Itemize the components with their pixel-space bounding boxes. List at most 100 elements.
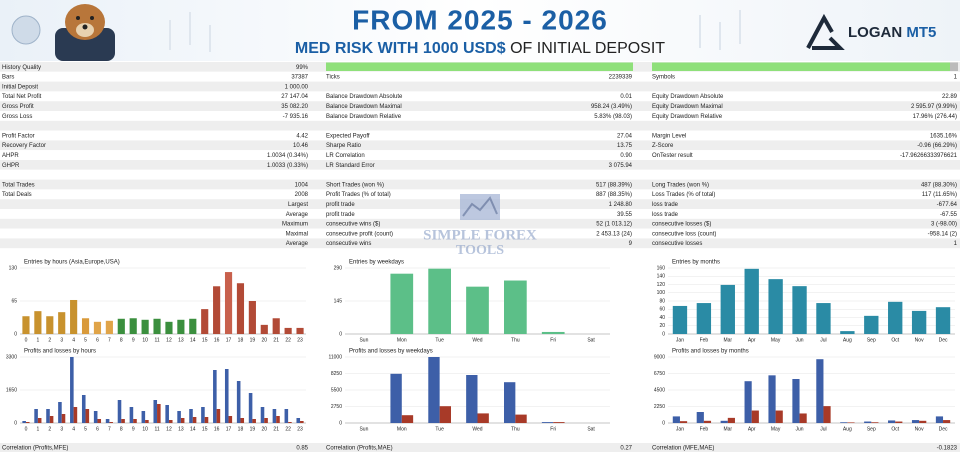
y-tick-label: 0 [14, 420, 17, 426]
x-tick-label: 0 [25, 426, 28, 432]
x-tick-label: 11 [154, 337, 159, 343]
bar [871, 422, 879, 423]
bar [679, 421, 688, 423]
bar [105, 320, 113, 334]
stat-label: consecutive wins [326, 241, 371, 247]
header-decor [169, 10, 741, 52]
y-tick-label: 0 [662, 331, 665, 337]
stat-value: 1.0034 (0.34%) [267, 153, 308, 159]
stat-value: 99% [296, 65, 309, 71]
stat-label: Balance Drawdown Absolute [326, 94, 403, 100]
header-bg [0, 0, 960, 61]
x-tick-label: Oct [891, 337, 899, 343]
stat-value: 1004 [295, 182, 309, 188]
stat-value: Average [286, 212, 309, 218]
bar [672, 416, 680, 423]
stat-value: 1 [954, 75, 958, 81]
x-tick-label: 2 [48, 337, 51, 343]
stat-label: profit trade [326, 202, 355, 208]
x-tick-label: 22 [285, 426, 291, 432]
x-tick-label: Thu [511, 426, 520, 432]
bar [61, 414, 66, 423]
x-tick-label: 14 [190, 337, 196, 343]
row-bg [0, 179, 960, 190]
bar [93, 411, 98, 423]
stat-value: 2 595.97 (9.99%) [911, 104, 957, 110]
x-tick-label: 10 [142, 337, 148, 343]
bar [121, 419, 125, 423]
stat-label: LR Standard Error [326, 163, 375, 169]
x-tick-label: 23 [297, 337, 303, 343]
stat-label: Profit Factor [2, 133, 35, 139]
x-tick-label: Aug [843, 426, 852, 432]
stat-label: Equity Drawdown Absolute [652, 94, 724, 100]
row-bg [0, 443, 960, 452]
row-bg [0, 140, 960, 151]
bar [515, 414, 527, 423]
stat-value: 958.24 (3.49%) [591, 104, 632, 110]
bar [145, 420, 149, 423]
row-bg [0, 130, 960, 141]
x-tick-label: 16 [214, 337, 220, 343]
stat-value: 517 (88.39%) [596, 182, 632, 188]
x-tick-label: 20 [262, 337, 268, 343]
bar [696, 303, 712, 334]
y-tick-label: 160 [657, 265, 666, 271]
stat-value: 1.0033 (0.33%) [267, 163, 308, 169]
bar [141, 411, 146, 423]
stat-value: 9 [629, 241, 633, 247]
subtitle-bold: MED RISK WITH 1000 USD$ [295, 40, 506, 57]
x-tick-label: Oct [891, 426, 899, 432]
bar [133, 419, 137, 423]
chart-title: Profits and losses by months [672, 349, 749, 355]
x-tick-label: Thu [511, 337, 520, 343]
chart-title: Entries by hours (Asia,Europe,USA) [24, 260, 120, 266]
x-tick-label: Feb [700, 337, 709, 343]
x-tick-label: 1 [36, 426, 39, 432]
row-bg [0, 160, 960, 170]
stat-value: 3 075.94 [609, 163, 633, 169]
bar [272, 318, 280, 334]
stat-value: -958.14 (2) [928, 231, 957, 237]
x-tick-label: Apr [748, 426, 756, 432]
y-tick-label: 4500 [654, 387, 665, 393]
bar [180, 418, 185, 423]
bar [768, 375, 776, 423]
logo-icon [806, 13, 845, 50]
stat-value: 37387 [291, 75, 308, 81]
stat-label: History Quality [2, 65, 41, 71]
bar [935, 307, 951, 334]
bar [248, 393, 253, 423]
bar [85, 409, 90, 423]
x-tick-label: Jul [820, 426, 826, 432]
y-tick-label: 290 [334, 265, 343, 271]
subtitle-rest: OF INITIAL DEPOSIT [506, 40, 666, 57]
x-tick-label: 3 [60, 426, 63, 432]
y-tick-label: 6750 [654, 371, 665, 377]
bar [81, 318, 90, 334]
chart-title: Profits and losses by weekdays [349, 349, 433, 355]
x-tick-label: Sun [359, 426, 368, 432]
stat-label: Bars [2, 75, 14, 81]
stat-label: Equity Drawdown Relative [652, 114, 723, 120]
bar [49, 416, 54, 423]
bar [840, 331, 855, 334]
stat-label: Balance Drawdown Relative [326, 114, 402, 120]
x-tick-label: 19 [250, 426, 256, 432]
y-tick-label: 80 [659, 298, 665, 304]
stat-label: Gross Loss [2, 114, 32, 120]
bar [58, 312, 66, 334]
row-bg [0, 101, 960, 111]
x-tick-label: Mar [723, 337, 732, 343]
stat-label: Correlation (Profits,MAE) [326, 446, 393, 452]
y-tick-label: 3300 [6, 354, 17, 360]
bar [696, 412, 704, 423]
logo-suffix: MT5 [902, 24, 936, 41]
bar [553, 422, 565, 423]
bar [165, 321, 173, 334]
x-tick-label: 7 [108, 337, 111, 343]
x-tick-label: 16 [214, 426, 220, 432]
bar [224, 272, 233, 334]
x-tick-label: 6 [96, 426, 99, 432]
x-tick-label: 22 [285, 337, 291, 343]
